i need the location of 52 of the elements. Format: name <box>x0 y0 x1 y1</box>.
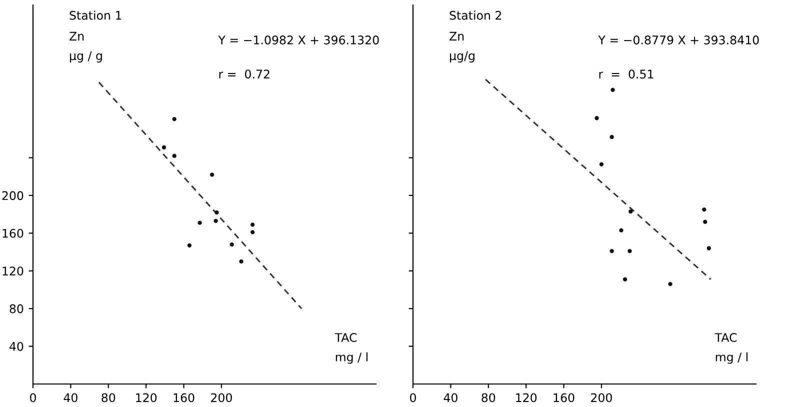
point <box>162 145 166 150</box>
y-tick-label: 80 <box>10 304 24 314</box>
x-tick-label: 120 <box>516 393 537 402</box>
annotation: r = 0.51 <box>599 70 654 79</box>
x-tick-label: 160 <box>174 393 194 402</box>
point <box>628 209 633 214</box>
point <box>610 134 614 140</box>
x-tick-label: 0 <box>30 393 36 402</box>
chart-title: Station 1 <box>70 10 122 20</box>
chart-title: Station 2 <box>450 10 502 20</box>
x-tick-label: 80 <box>102 393 116 402</box>
point <box>628 248 632 254</box>
y-tick-label: 120 <box>2 266 24 276</box>
x-tick-label: 40 <box>444 393 458 402</box>
point <box>599 162 604 166</box>
point <box>594 116 599 120</box>
point <box>610 88 615 92</box>
x-tick-label: 160 <box>554 393 574 402</box>
y-tick-label: 160 <box>2 228 24 238</box>
point <box>250 222 255 227</box>
point <box>619 228 624 232</box>
point <box>239 259 244 264</box>
point <box>172 116 176 122</box>
point <box>610 248 614 254</box>
point <box>703 220 708 224</box>
point <box>172 154 176 158</box>
x-axis-title: TAC mg / l <box>334 333 368 364</box>
x-axis-title: TAC mg / l <box>714 333 748 364</box>
x-tick-label: 120 <box>136 393 157 402</box>
x-tick-label: 200 <box>591 393 612 402</box>
y-tick-label: 40 <box>10 342 24 351</box>
annotation: r = 0.72 <box>219 70 270 79</box>
y-axis-title: Zn μg / g <box>70 32 102 62</box>
point <box>230 242 234 247</box>
point <box>706 246 711 250</box>
point <box>210 172 214 177</box>
point <box>187 243 192 248</box>
point <box>702 208 706 212</box>
x-tick-label: 40 <box>64 393 78 402</box>
annotation: Y = −0.8779 X + 393.8410 <box>598 36 759 44</box>
x-tick-label: 200 <box>211 393 232 402</box>
point <box>622 277 628 282</box>
point <box>250 230 255 234</box>
y-axis-title: Zn μg/g <box>450 32 474 62</box>
y-tick-label: 200 <box>2 191 24 200</box>
annotation: Y = −1.0982 X + 396.1320 <box>218 36 379 44</box>
point <box>668 282 672 286</box>
point <box>214 218 218 223</box>
x-tick-label: 0 <box>410 393 416 402</box>
point <box>198 220 202 225</box>
x-tick-label: 80 <box>482 393 496 402</box>
point <box>214 210 219 214</box>
